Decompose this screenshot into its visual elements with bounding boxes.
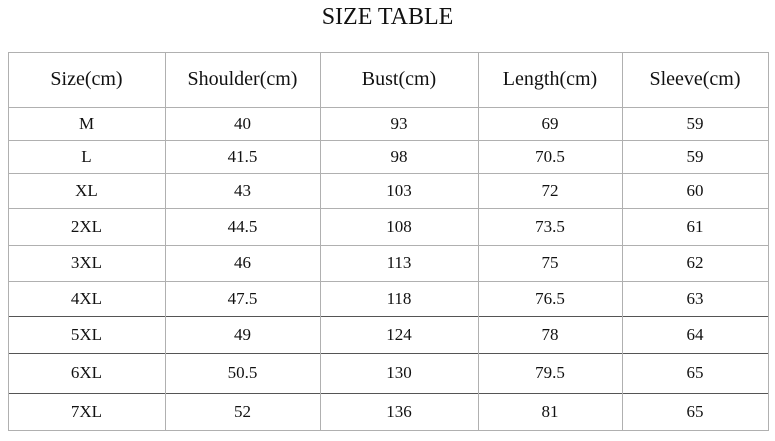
table-cell: 6XL: [70, 363, 103, 382]
row-border: [8, 208, 769, 209]
table-cell: 108: [386, 216, 412, 236]
table-cell: 65: [686, 363, 704, 382]
table-cell: 72: [541, 180, 559, 200]
column-header: Length(cm): [502, 68, 598, 90]
table-cell: 3XL: [70, 253, 103, 272]
column-header: Sleeve(cm): [649, 68, 741, 90]
table-cell: 64: [686, 324, 704, 344]
table-cell: XL: [75, 180, 98, 200]
table-cell: 2XL: [70, 216, 103, 236]
row-border: [8, 393, 769, 394]
table-cell: 81: [541, 401, 559, 421]
table-cell: 5XL: [70, 324, 103, 344]
table-cell: 118: [386, 288, 412, 308]
table-title: SIZE TABLE: [321, 4, 454, 30]
table-cell: 70.5: [535, 146, 565, 166]
table-cell: 63: [686, 288, 704, 308]
row-border: [8, 281, 769, 282]
column-border: [320, 52, 321, 431]
table-cell: 124: [386, 324, 412, 344]
table-cell: 52: [234, 401, 251, 421]
table-cell: M: [78, 113, 95, 133]
table-cell: 59: [686, 113, 704, 133]
table-cell: 130: [386, 363, 412, 382]
table-cell: 47.5: [227, 288, 258, 308]
row-border: [8, 430, 769, 431]
table-cell: 113: [386, 253, 412, 272]
table-cell: 103: [386, 180, 412, 200]
table-cell: 50.5: [227, 363, 258, 382]
table-cell: 61: [686, 216, 704, 236]
table-cell: L: [81, 146, 92, 166]
column-header: Bust(cm): [361, 68, 437, 90]
row-border: [8, 140, 769, 141]
table-cell: 43: [234, 180, 251, 200]
table-cell: 75: [541, 253, 559, 272]
row-border: [8, 316, 769, 317]
row-border: [8, 107, 769, 108]
table-cell: 60: [686, 180, 704, 200]
column-border: [768, 52, 769, 431]
table-cell: 40: [234, 113, 251, 133]
table-cell: 49: [234, 324, 251, 344]
table-cell: 76.5: [535, 288, 565, 308]
table-cell: 41.5: [227, 146, 258, 166]
table-cell: 4XL: [70, 288, 103, 308]
column-border: [622, 52, 623, 431]
row-border: [8, 353, 769, 354]
row-border: [8, 245, 769, 246]
table-cell: 79.5: [535, 363, 565, 382]
table-cell: 78: [541, 324, 559, 344]
table-cell: 73.5: [535, 216, 565, 236]
table-cell: 65: [686, 401, 704, 421]
table-cell: 136: [386, 401, 412, 421]
column-header: Size(cm): [50, 68, 123, 90]
table-cell: 44.5: [227, 216, 258, 236]
table-cell: 59: [686, 146, 704, 166]
column-border: [165, 52, 166, 431]
table-cell: 7XL: [70, 401, 103, 421]
row-border: [8, 52, 769, 53]
column-border: [478, 52, 479, 431]
table-cell: 93: [390, 113, 408, 133]
row-border: [8, 173, 769, 174]
table-cell: 69: [541, 113, 559, 133]
column-border: [8, 52, 9, 431]
table-cell: 62: [686, 253, 704, 272]
table-cell: 46: [234, 253, 251, 272]
table-cell: 98: [390, 146, 408, 166]
column-header: Shoulder(cm): [187, 68, 298, 90]
